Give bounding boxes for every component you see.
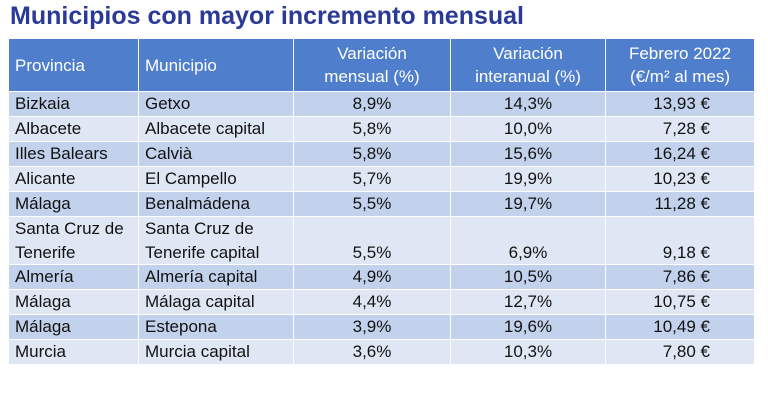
cell-provincia: Málaga <box>8 191 139 217</box>
header-variacion-mensual-line1: Variación <box>337 44 407 63</box>
cell-variacion-interanual: 14,3% <box>450 91 606 117</box>
cell-precio: 7,80 € <box>605 339 755 365</box>
cell-variacion-interanual: 15,6% <box>450 141 606 167</box>
cell-variacion-interanual: 19,9% <box>450 166 606 192</box>
cell-variacion-mensual: 8,9% <box>293 91 451 117</box>
cell-variacion-mensual: 5,5% <box>293 216 451 265</box>
cell-municipio: Benalmádena <box>138 191 294 217</box>
cell-variacion-mensual: 4,9% <box>293 264 451 290</box>
cell-variacion-mensual: 5,8% <box>293 141 451 167</box>
header-febrero-line2: (€/m² al mes) <box>629 67 731 86</box>
cell-precio: 10,49 € <box>605 314 755 340</box>
cell-variacion-mensual: 3,9% <box>293 314 451 340</box>
cell-municipio: Málaga capital <box>138 289 294 315</box>
data-table: Provincia Municipio Variación mensual (%… <box>8 38 755 365</box>
table-row: Bizkaia Getxo 8,9% 14,3% 13,93 € <box>8 91 755 117</box>
table-row: Albacete Albacete capital 5,8% 10,0% 7,2… <box>8 116 755 142</box>
table-row: Murcia Murcia capital 3,6% 10,3% 7,80 € <box>8 339 755 365</box>
cell-municipio: Calvià <box>138 141 294 167</box>
cell-precio: 7,86 € <box>605 264 755 290</box>
cell-precio: 11,28 € <box>605 191 755 217</box>
header-municipio: Municipio <box>138 38 294 92</box>
cell-municipio: Estepona <box>138 314 294 340</box>
cell-precio: 7,28 € <box>605 116 755 142</box>
table-row: Santa Cruz de Tenerife Santa Cruz de Ten… <box>8 216 755 265</box>
cell-precio: 16,24 € <box>605 141 755 167</box>
table-row: Illes Balears Calvià 5,8% 15,6% 16,24 € <box>8 141 755 167</box>
cell-municipio: Santa Cruz de Tenerife capital <box>138 216 294 265</box>
table-row: Almería Almería capital 4,9% 10,5% 7,86 … <box>8 264 755 290</box>
cell-municipio: Getxo <box>138 91 294 117</box>
cell-provincia: Albacete <box>8 116 139 142</box>
table-row: Málaga Benalmádena 5,5% 19,7% 11,28 € <box>8 191 755 217</box>
cell-variacion-interanual: 12,7% <box>450 289 606 315</box>
cell-variacion-mensual: 5,7% <box>293 166 451 192</box>
cell-provincia: Santa Cruz de Tenerife <box>8 216 139 265</box>
cell-provincia: Málaga <box>8 314 139 340</box>
header-provincia: Provincia <box>8 38 139 92</box>
cell-municipio: El Campello <box>138 166 294 192</box>
cell-variacion-interanual: 19,6% <box>450 314 606 340</box>
header-febrero-line1: Febrero 2022 <box>628 44 732 63</box>
cell-provincia: Bizkaia <box>8 91 139 117</box>
cell-variacion-mensual: 4,4% <box>293 289 451 315</box>
cell-precio: 13,93 € <box>605 91 755 117</box>
cell-variacion-interanual: 10,5% <box>450 264 606 290</box>
cell-variacion-interanual: 10,3% <box>450 339 606 365</box>
cell-provincia: Illes Balears <box>8 141 139 167</box>
page-title: Municipios con mayor incremento mensual <box>10 2 525 30</box>
header-variacion-interanual-line1: Variación <box>493 44 563 63</box>
cell-variacion-interanual: 10,0% <box>450 116 606 142</box>
cell-precio: 9,18 € <box>605 216 755 265</box>
cell-provincia: Alicante <box>8 166 139 192</box>
cell-variacion-interanual: 6,9% <box>450 216 606 265</box>
header-febrero-2022: Febrero 2022 (€/m² al mes) <box>605 38 755 92</box>
cell-variacion-mensual: 3,6% <box>293 339 451 365</box>
cell-municipio: Almería capital <box>138 264 294 290</box>
header-variacion-mensual: Variación mensual (%) <box>293 38 451 92</box>
header-variacion-interanual: Variación interanual (%) <box>450 38 606 92</box>
cell-municipio: Albacete capital <box>138 116 294 142</box>
cell-provincia: Murcia <box>8 339 139 365</box>
cell-provincia: Almería <box>8 264 139 290</box>
cell-precio: 10,23 € <box>605 166 755 192</box>
header-variacion-mensual-line2: mensual (%) <box>324 67 420 86</box>
table-row: Alicante El Campello 5,7% 19,9% 10,23 € <box>8 166 755 192</box>
table-row: Málaga Málaga capital 4,4% 12,7% 10,75 € <box>8 289 755 315</box>
cell-variacion-mensual: 5,5% <box>293 191 451 217</box>
cell-municipio: Murcia capital <box>138 339 294 365</box>
cell-variacion-interanual: 19,7% <box>450 191 606 217</box>
header-variacion-interanual-line2: interanual (%) <box>475 67 581 86</box>
table-header-row: Provincia Municipio Variación mensual (%… <box>8 38 755 92</box>
table-row: Málaga Estepona 3,9% 19,6% 10,49 € <box>8 314 755 340</box>
cell-variacion-mensual: 5,8% <box>293 116 451 142</box>
cell-precio: 10,75 € <box>605 289 755 315</box>
cell-provincia: Málaga <box>8 289 139 315</box>
